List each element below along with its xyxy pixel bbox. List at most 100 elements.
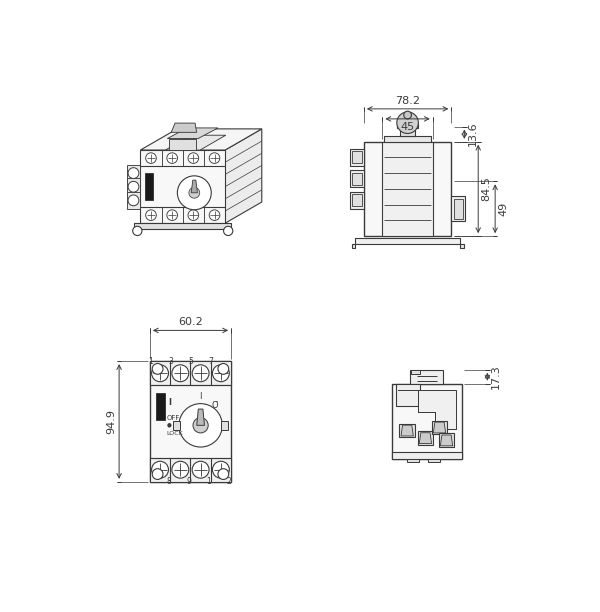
Text: 78.2: 78.2 [395,96,420,106]
Bar [352,173,362,185]
Circle shape [193,418,208,433]
Polygon shape [433,422,446,433]
Bar [173,420,181,430]
Circle shape [397,112,418,133]
Circle shape [224,226,233,236]
Polygon shape [191,180,197,193]
Bar [397,123,418,128]
Bar [400,128,415,136]
Text: 13.6: 13.6 [467,122,478,146]
Circle shape [218,469,229,479]
Circle shape [128,168,139,179]
Text: 94.9: 94.9 [106,409,116,434]
Text: 84.5: 84.5 [481,176,491,201]
Circle shape [172,365,189,382]
Bar [410,370,420,375]
Text: 1: 1 [206,477,211,486]
Bar [439,433,454,447]
Bar [352,244,355,248]
Bar [454,199,463,218]
Bar [460,244,464,248]
Bar [127,192,140,209]
Bar [145,173,153,201]
Bar [400,424,415,438]
Bar [355,239,460,244]
Polygon shape [398,390,456,429]
Bar [350,149,364,166]
Circle shape [146,153,157,163]
Bar [134,223,231,230]
Bar [150,361,231,482]
Circle shape [209,153,220,163]
Bar [382,142,433,236]
Bar [350,192,364,209]
Bar [392,452,462,460]
Circle shape [178,176,211,210]
Circle shape [179,404,223,447]
Circle shape [192,461,209,478]
Text: 17.3: 17.3 [490,364,500,389]
Text: 8: 8 [166,477,171,486]
Text: I: I [169,398,172,407]
Circle shape [133,226,142,236]
Bar [364,142,451,236]
Polygon shape [169,138,196,150]
Polygon shape [167,128,218,138]
Circle shape [188,153,199,163]
Bar [432,420,447,435]
Circle shape [146,210,157,220]
Text: 45: 45 [401,122,415,132]
Polygon shape [171,123,197,132]
Text: 2: 2 [227,477,232,486]
Text: 7: 7 [209,357,214,366]
Polygon shape [197,409,205,425]
Circle shape [212,461,229,478]
Circle shape [172,461,189,478]
Bar [428,460,440,463]
Circle shape [167,153,178,163]
Bar [384,136,431,142]
Polygon shape [140,150,225,223]
Text: OFF: OFF [167,415,180,420]
Bar [410,370,443,384]
Polygon shape [166,135,226,150]
Polygon shape [225,129,262,223]
Bar [352,151,362,163]
Circle shape [152,365,169,382]
Bar [407,460,419,463]
Text: 49: 49 [498,201,508,216]
Circle shape [189,187,200,198]
Text: 3: 3 [168,357,173,366]
Bar [350,170,364,187]
Circle shape [192,365,209,382]
Circle shape [218,364,229,375]
Circle shape [188,210,199,220]
Bar [127,165,140,182]
Circle shape [209,210,220,220]
Text: 60.2: 60.2 [178,317,203,327]
Circle shape [152,364,163,375]
Circle shape [212,365,229,382]
Polygon shape [140,129,262,150]
Text: 1: 1 [148,357,153,366]
Bar [150,361,231,386]
Circle shape [167,210,178,220]
Text: 9: 9 [187,477,191,486]
Bar [392,384,462,460]
Bar [418,431,433,445]
Text: 5: 5 [188,357,193,366]
Text: I: I [199,392,202,400]
Bar [150,458,231,482]
Bar [221,420,229,430]
Polygon shape [401,425,413,436]
Text: O̅: O̅ [211,401,218,409]
Bar [395,384,420,406]
Circle shape [404,111,412,119]
Bar [127,178,140,195]
Circle shape [128,181,139,192]
Circle shape [152,469,163,479]
Bar [156,393,166,420]
Circle shape [128,195,139,206]
Polygon shape [419,433,431,444]
Bar [352,194,362,206]
